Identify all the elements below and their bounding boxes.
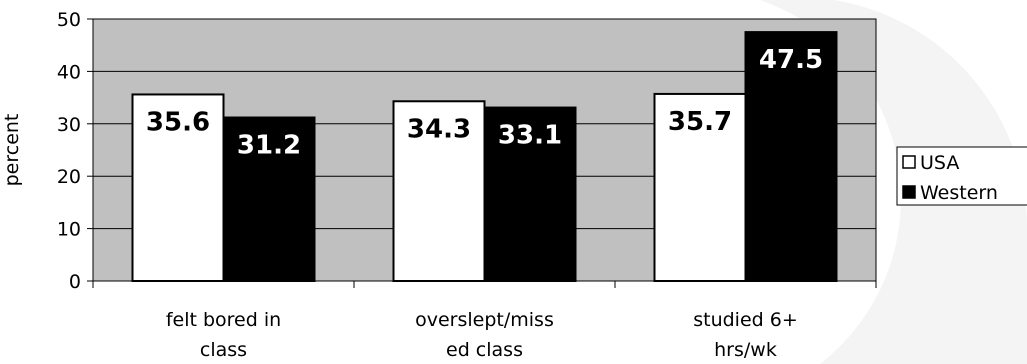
background-watermark xyxy=(760,0,1027,364)
data-labels: 35.6 31.2 34.3 33.1 35.7 47.5 xyxy=(146,45,823,160)
axes xyxy=(87,18,877,288)
y-tick-label: 10 xyxy=(57,219,81,241)
x-category-label: hrs/wk xyxy=(714,339,777,361)
x-category-label: felt bored in xyxy=(166,309,281,331)
legend: USA Western xyxy=(896,146,1027,206)
data-label-usa-2: 35.7 xyxy=(668,107,732,137)
data-label-usa-1: 34.3 xyxy=(407,114,471,144)
data-label-usa-0: 35.6 xyxy=(146,107,210,137)
x-category-label: studied 6+ xyxy=(693,309,798,331)
x-category-label: class xyxy=(200,339,247,361)
x-category-label: overslept/miss xyxy=(415,309,554,331)
y-tick-label: 50 xyxy=(57,9,81,31)
y-axis-title: percent xyxy=(1,114,23,187)
x-category-label: ed class xyxy=(446,339,523,361)
legend-box xyxy=(896,146,1027,206)
legend-swatch-usa xyxy=(902,155,916,169)
x-category-labels: felt bored in class overslept/miss ed class… xyxy=(166,309,798,361)
y-tick-label: 0 xyxy=(69,271,81,293)
data-label-western-1: 33.1 xyxy=(498,121,562,151)
bars xyxy=(131,31,838,283)
data-label-western-2: 47.5 xyxy=(759,45,823,75)
legend-swatch-western xyxy=(902,185,916,199)
y-tick-label: 40 xyxy=(57,61,81,83)
data-label-western-0: 31.2 xyxy=(237,131,301,161)
y-tick-labels: 0 10 20 30 40 50 xyxy=(57,9,81,293)
legend-label-western: Western xyxy=(920,182,998,204)
legend-label-usa: USA xyxy=(920,152,959,174)
y-tick-label: 20 xyxy=(57,166,81,188)
bar-western-2 xyxy=(744,31,838,282)
y-tick-label: 30 xyxy=(57,114,81,136)
